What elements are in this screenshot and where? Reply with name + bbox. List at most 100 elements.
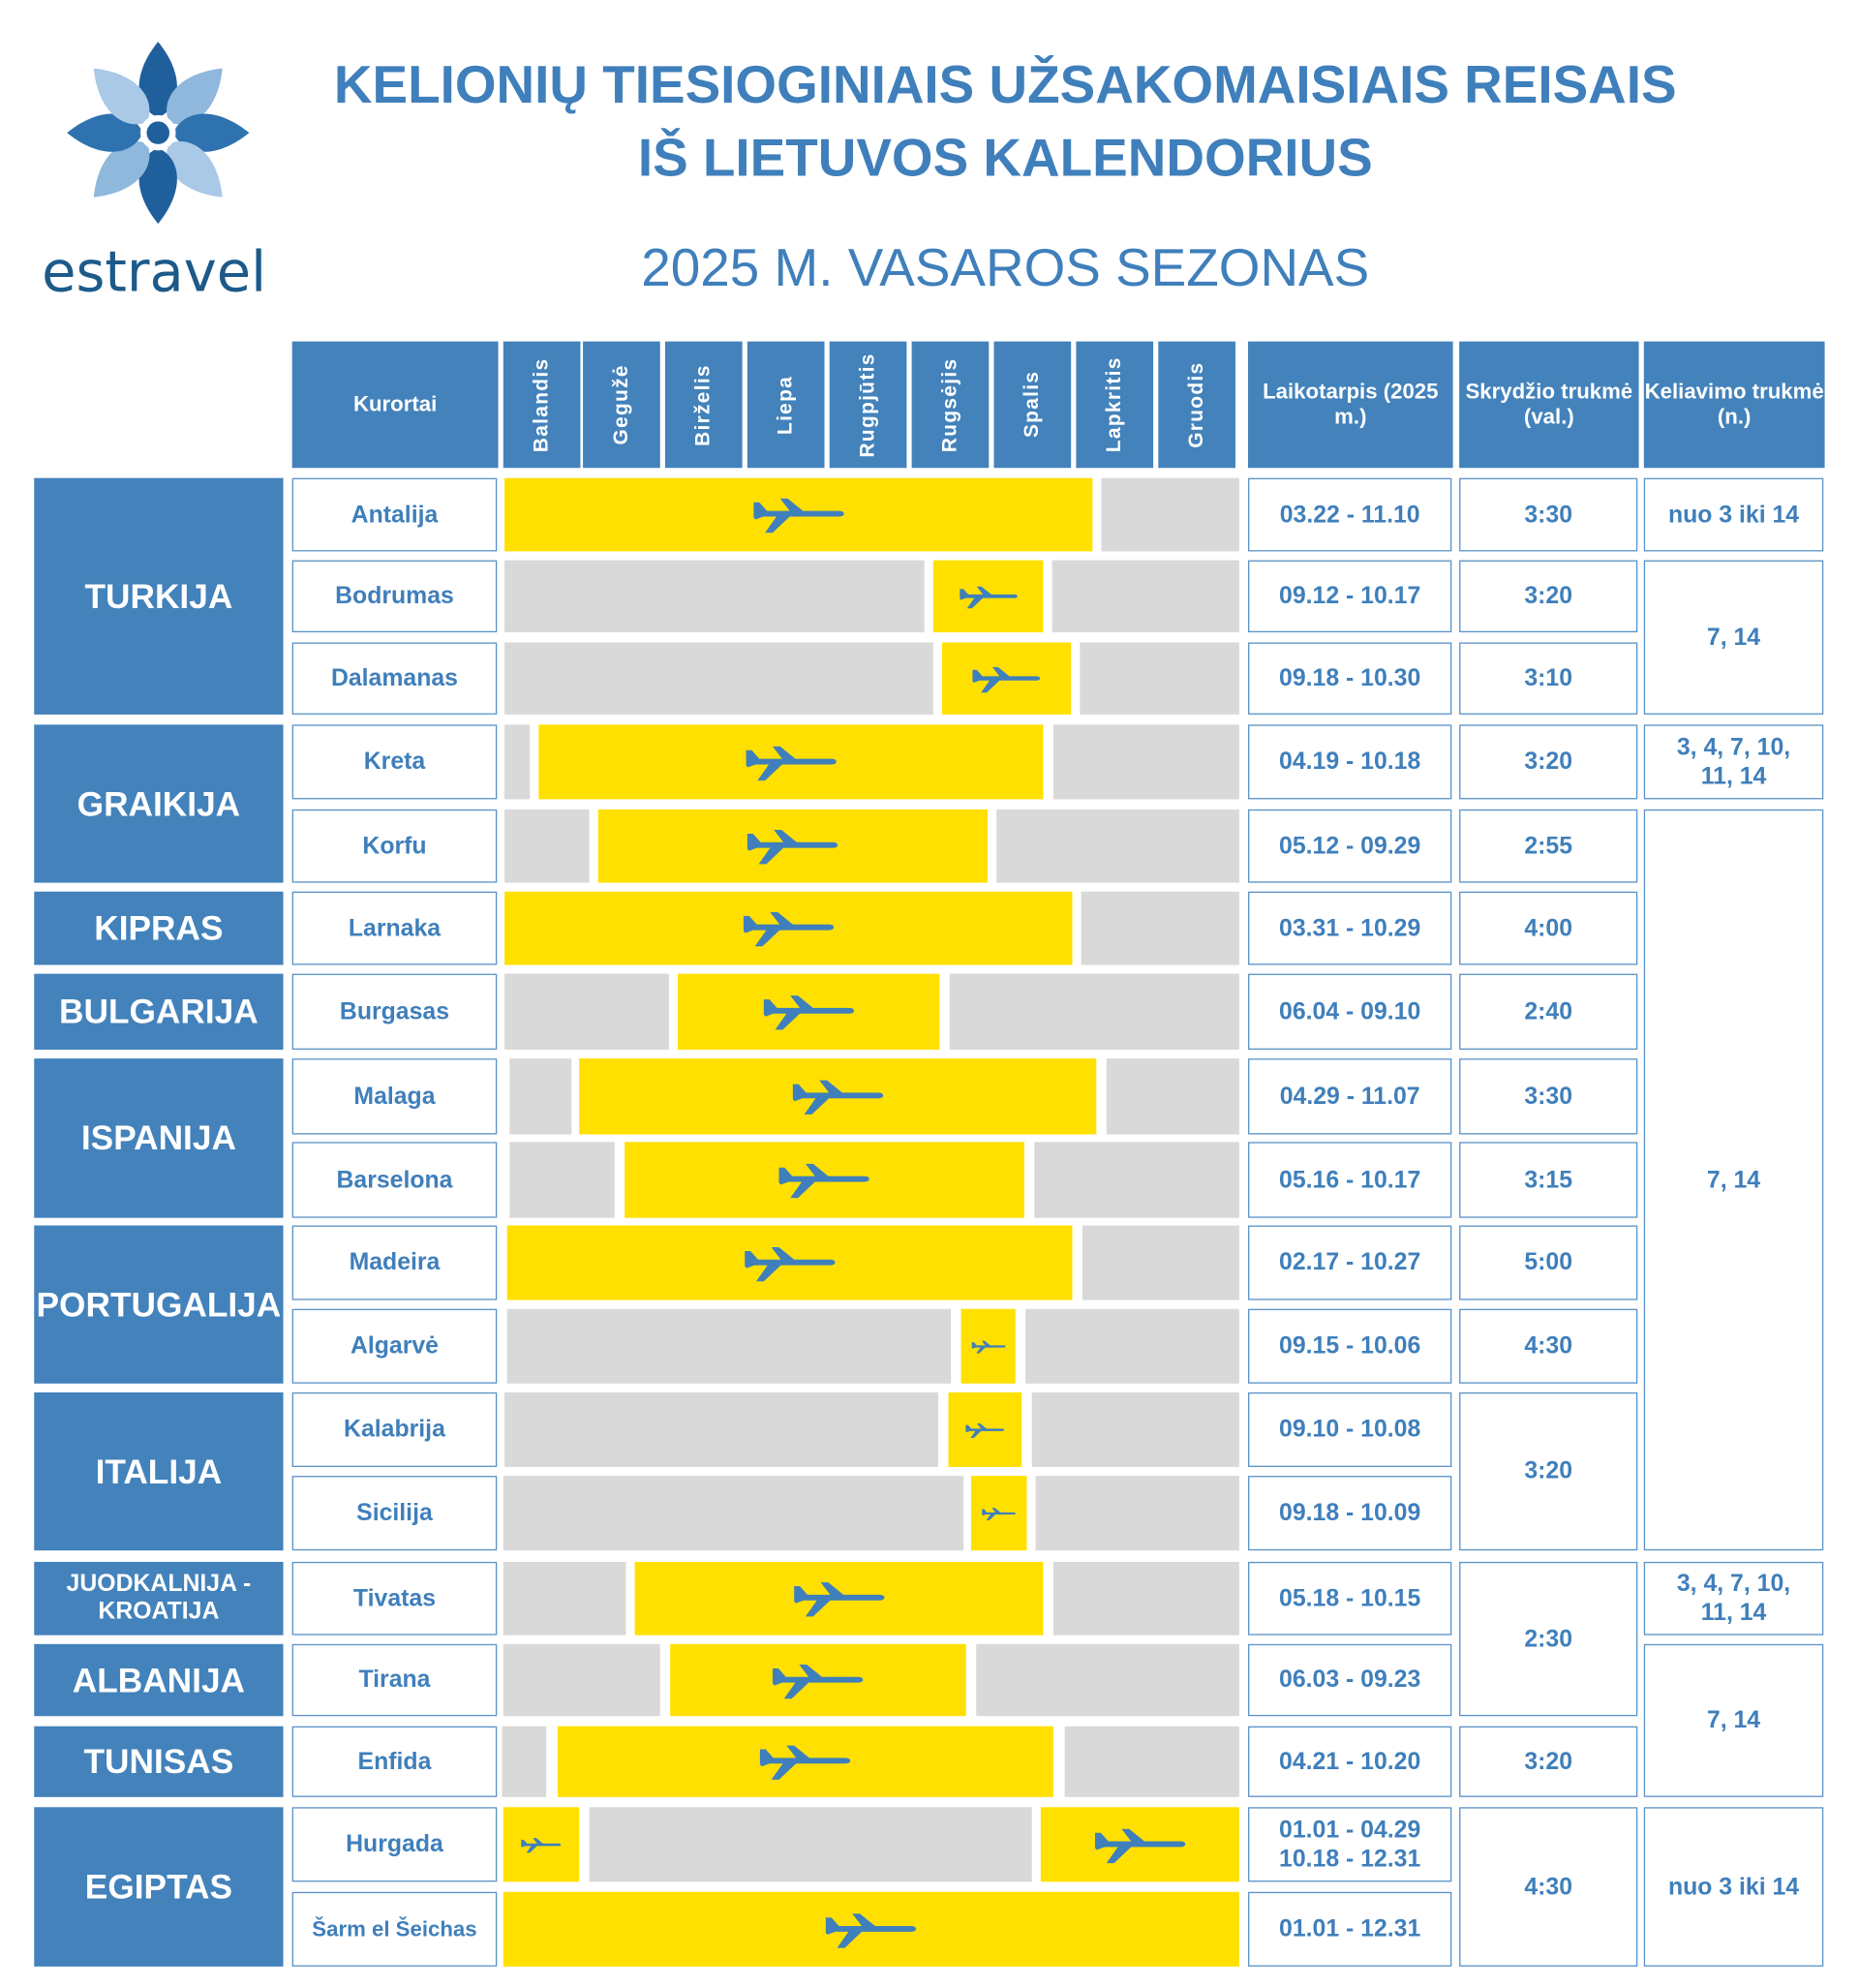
resort-name: Tirana xyxy=(291,1643,498,1717)
period-value: 01.01 - 04.29 10.18 - 12.31 xyxy=(1248,1807,1452,1882)
no-flight-bar xyxy=(589,1807,1032,1882)
header-month: Rugsėjis xyxy=(911,341,990,469)
flight-period-bar xyxy=(941,642,1072,715)
trip-duration-value: 7, 14 xyxy=(1643,809,1824,1551)
airplane-icon xyxy=(745,746,837,780)
no-flight-bar xyxy=(996,809,1239,883)
period-value: 01.01 - 12.31 xyxy=(1248,1891,1452,1967)
month-label: Gegužė xyxy=(610,364,632,445)
header-resorts: Kurortai xyxy=(291,341,499,469)
country-label: ALBANIJA xyxy=(34,1643,284,1717)
no-flight-bar xyxy=(1106,1058,1239,1135)
header-trip-duration: Keliavimo trukmė (n.) xyxy=(1643,341,1825,469)
month-label: Liepa xyxy=(774,375,797,435)
period-value: 03.22 - 11.10 xyxy=(1248,477,1452,552)
no-flight-bar xyxy=(1082,1225,1239,1300)
flight-period-bar xyxy=(948,1392,1022,1467)
country-label: GRAIKIJA xyxy=(34,724,284,883)
airplane-icon xyxy=(959,586,1018,608)
flight-duration-value: 3:15 xyxy=(1459,1142,1638,1218)
period-value: 05.12 - 09.29 xyxy=(1248,809,1452,883)
no-flight-bar xyxy=(976,1643,1239,1717)
no-flight-bar xyxy=(509,1058,572,1135)
flight-period-bar xyxy=(625,1142,1024,1218)
trip-duration-value: 7, 14 xyxy=(1643,560,1824,715)
no-flight-bar xyxy=(504,1392,939,1467)
flight-duration-value: 4:00 xyxy=(1459,891,1638,965)
flight-duration-value: 3:20 xyxy=(1459,1726,1638,1797)
no-flight-bar xyxy=(504,560,925,632)
country-label: TUNISAS xyxy=(34,1726,284,1797)
flight-period-bar xyxy=(503,1891,1239,1967)
season-subtitle: 2025 M. VASAROS SEZONAS xyxy=(641,237,1370,297)
period-value: 09.12 - 10.17 xyxy=(1248,560,1452,632)
header-month: Balandis xyxy=(503,341,581,469)
resort-name: Sicilija xyxy=(291,1476,498,1551)
no-flight-bar xyxy=(504,724,531,800)
no-flight-bar xyxy=(1025,1308,1239,1384)
flight-period-bar xyxy=(634,1561,1044,1636)
month-label: Spalis xyxy=(1021,371,1043,439)
flight-period-bar xyxy=(678,973,940,1050)
flight-duration-value: 3:30 xyxy=(1459,477,1638,552)
flight-duration-value: 2:55 xyxy=(1459,809,1638,883)
resort-name: Šarm el Šeichas xyxy=(291,1891,498,1967)
no-flight-bar xyxy=(1052,724,1239,800)
resort-name: Enfida xyxy=(291,1726,498,1797)
resort-name: Bodrumas xyxy=(291,560,498,632)
header-month: Spalis xyxy=(993,341,1072,469)
flight-period-bar xyxy=(1040,1807,1239,1882)
country-label: JUODKALNIJA - KROATIJA xyxy=(34,1561,284,1636)
period-value: 06.04 - 09.10 xyxy=(1248,973,1452,1050)
header-period: Laikotarpis (2025 m.) xyxy=(1248,341,1453,469)
page-title-line2: IŠ LIETUVOS KALENDORIUS xyxy=(637,127,1373,188)
country-label: TURKIJA xyxy=(34,477,284,715)
airplane-icon xyxy=(759,1745,851,1780)
period-value: 09.18 - 10.30 xyxy=(1248,642,1452,715)
airplane-icon xyxy=(825,1912,917,1947)
trip-duration-value: 7, 14 xyxy=(1643,1643,1824,1797)
resort-name: Tivatas xyxy=(291,1561,498,1636)
no-flight-bar xyxy=(1035,1476,1239,1551)
no-flight-bar xyxy=(1051,560,1239,632)
flight-duration-value: 2:30 xyxy=(1459,1561,1638,1717)
flight-period-bar xyxy=(971,1476,1027,1551)
country-label: KIPRAS xyxy=(34,891,284,965)
flight-period-bar xyxy=(670,1643,966,1717)
header-month: Gruodis xyxy=(1158,341,1235,469)
flight-period-bar xyxy=(503,1807,580,1882)
flight-period-bar xyxy=(932,560,1044,632)
flight-period-bar xyxy=(597,809,988,883)
flight-period-bar xyxy=(504,891,1073,965)
resort-name: Larnaka xyxy=(291,891,498,965)
period-value: 09.18 - 10.09 xyxy=(1248,1476,1452,1551)
airplane-icon xyxy=(744,1246,835,1281)
month-label: Gruodis xyxy=(1185,361,1207,448)
month-label: Balandis xyxy=(530,357,553,452)
no-flight-bar xyxy=(509,1142,615,1218)
page-title-line1: KELIONIŲ TIESIOGINIAIS UŽSAKOMAISIAIS RE… xyxy=(333,54,1677,114)
month-label: Lapkritis xyxy=(1103,356,1125,453)
header-month: Rugpjūtis xyxy=(829,341,907,469)
country-label: EGIPTAS xyxy=(34,1807,284,1967)
airplane-icon xyxy=(747,830,838,865)
resort-name: Kreta xyxy=(291,724,498,800)
country-label: ITALIJA xyxy=(34,1392,284,1551)
no-flight-bar xyxy=(1064,1726,1239,1797)
period-value: 04.19 - 10.18 xyxy=(1248,724,1452,800)
country-label: BULGARIJA xyxy=(34,973,284,1050)
no-flight-bar xyxy=(503,1643,660,1717)
no-flight-bar xyxy=(1080,642,1239,715)
airplane-icon xyxy=(972,666,1041,692)
month-label: Rugsėjis xyxy=(938,357,960,452)
no-flight-bar xyxy=(1081,891,1239,965)
trip-duration-value: nuo 3 iki 14 xyxy=(1643,477,1824,552)
airplane-icon xyxy=(752,498,844,534)
flight-duration-value: 3:20 xyxy=(1459,560,1638,632)
no-flight-bar xyxy=(1034,1142,1239,1218)
header-month: Birželis xyxy=(664,341,743,469)
resort-name: Hurgada xyxy=(291,1807,498,1882)
resort-name: Dalamanas xyxy=(291,642,498,715)
flight-period-bar xyxy=(557,1726,1053,1797)
